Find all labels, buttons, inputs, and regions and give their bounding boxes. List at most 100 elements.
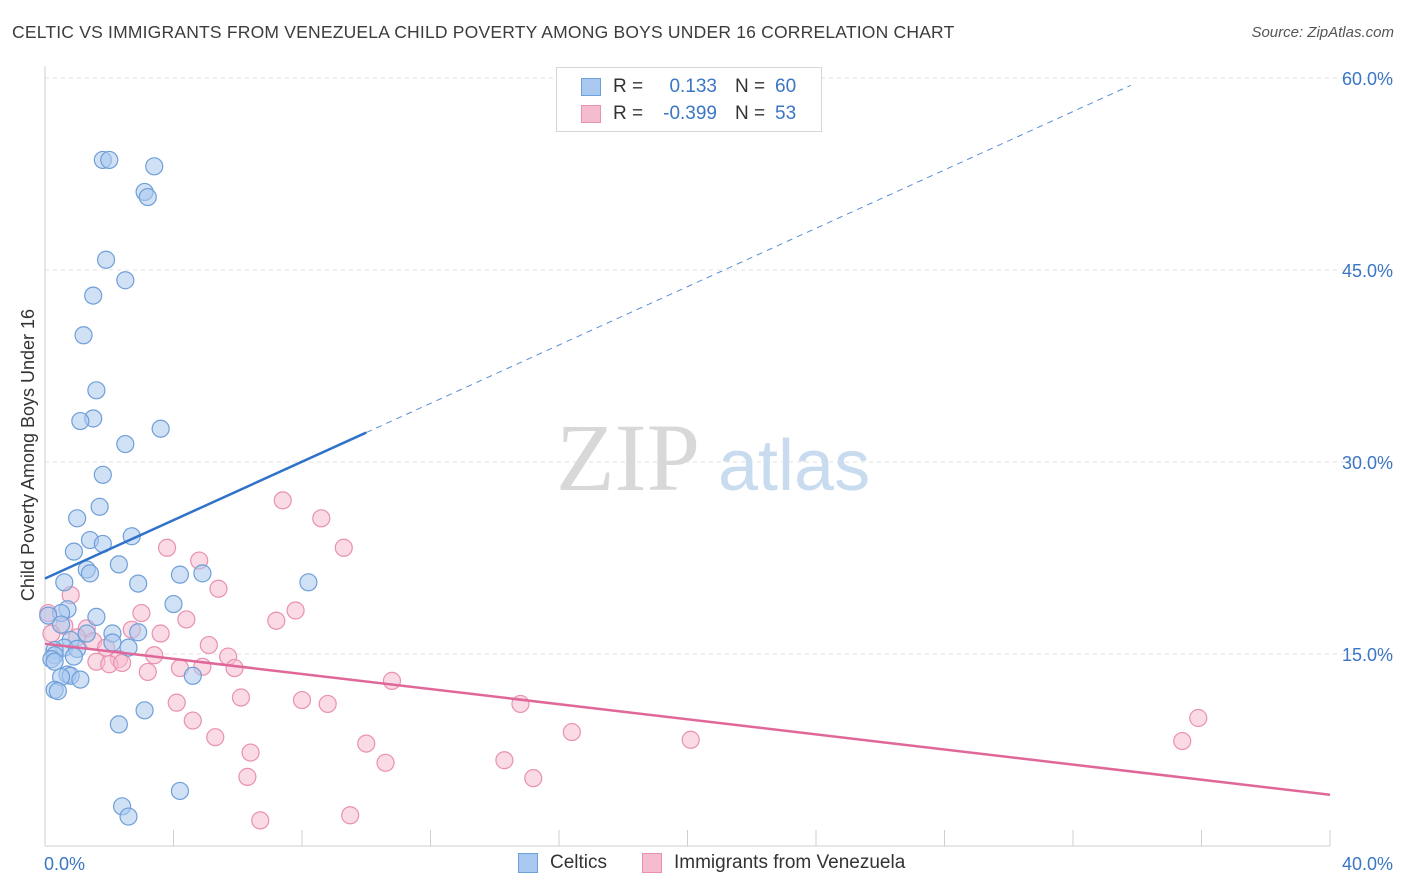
- venezuela-point: [1189, 708, 1208, 728]
- y-tick-label: 45.0%: [1342, 261, 1393, 281]
- celtics-point: [90, 497, 109, 516]
- venezuela-point: [209, 579, 228, 598]
- venezuela-point: [357, 734, 376, 753]
- celtics-point: [129, 574, 148, 593]
- venezuela-point: [138, 662, 157, 682]
- legend-row-venezuela: R = -0.399 N = 53: [581, 102, 796, 126]
- celtics-point: [48, 682, 67, 701]
- venezuela-point: [112, 653, 132, 673]
- celtics-point: [170, 565, 190, 584]
- legend-label-celtics: Celtics: [550, 852, 608, 873]
- venezuela-point: [495, 751, 514, 770]
- watermark: ZIP atlas: [556, 404, 870, 511]
- venezuela-point: [1173, 731, 1192, 751]
- venezuela-point: [562, 722, 581, 742]
- celtics-point: [119, 807, 138, 826]
- venezuela-point: [382, 671, 402, 690]
- celtics-point: [64, 542, 84, 561]
- venezuela-point: [286, 601, 305, 620]
- venezuela-point: [341, 806, 360, 825]
- axes: [44, 66, 1331, 847]
- venezuela-point: [292, 690, 312, 710]
- y-tick-label: 30.0%: [1342, 453, 1393, 473]
- venezuela-point: [241, 743, 260, 762]
- celtics-point: [116, 271, 135, 290]
- y-tick-label: 15.0%: [1342, 645, 1393, 665]
- n-value: 53: [775, 103, 797, 124]
- legend-item-venezuela[interactable]: Immigrants from Venezuela: [642, 852, 905, 874]
- celtics-point: [51, 615, 71, 634]
- venezuela-point: [151, 624, 170, 643]
- celtics-point: [87, 607, 106, 626]
- watermark-atlas: atlas: [718, 426, 870, 506]
- celtics-point: [45, 652, 64, 671]
- celtics-points: [39, 150, 318, 826]
- celtics-point: [74, 326, 93, 345]
- celtics-point: [84, 286, 103, 305]
- venezuela-point: [312, 509, 331, 528]
- n-label: N =: [735, 76, 766, 97]
- y-tick-label: 60.0%: [1342, 69, 1393, 89]
- venezuela-point: [251, 811, 270, 830]
- venezuela-point: [524, 769, 543, 788]
- celtics-point: [145, 157, 164, 176]
- venezuela-point: [183, 711, 202, 730]
- x-tick-label: 0.0%: [44, 854, 85, 874]
- r-label: R =: [613, 103, 644, 124]
- celtics-point: [55, 573, 74, 592]
- celtics-point: [64, 647, 84, 666]
- venezuela-points: [39, 491, 1208, 830]
- legend-item-celtics[interactable]: Celtics: [518, 852, 607, 874]
- celtics-point: [68, 509, 87, 528]
- correlation-legend: R = 0.133 N = 60 R = -0.399 N = 53: [556, 67, 822, 132]
- celtics-swatch: [518, 853, 538, 873]
- celtics-point: [87, 381, 106, 400]
- celtics-trend-line: [44, 431, 367, 580]
- source-credit: Source: ZipAtlas.com: [1251, 24, 1394, 41]
- venezuela-point: [177, 610, 196, 629]
- gridlines: [45, 77, 1395, 655]
- celtics-point: [193, 564, 212, 583]
- celtics-point: [170, 781, 190, 801]
- r-label: R =: [613, 76, 644, 97]
- celtics-point: [164, 594, 183, 614]
- series-legend: Celtics Immigrants from Venezuela: [0, 852, 1406, 876]
- venezuela-point: [334, 538, 353, 557]
- venezuela-point: [376, 753, 395, 772]
- celtics-point: [77, 624, 96, 643]
- celtics-point: [135, 701, 154, 720]
- celtics-swatch: [581, 78, 601, 96]
- celtics-point: [183, 666, 202, 685]
- celtics-point: [71, 670, 90, 689]
- trend-lines: [44, 84, 1331, 797]
- venezuela-point: [267, 611, 286, 630]
- venezuela-swatch: [581, 105, 601, 123]
- y-axis-label: Child Poverty Among Boys Under 16: [18, 309, 38, 601]
- venezuela-point: [318, 694, 337, 714]
- celtics-point: [71, 411, 90, 431]
- r-value: -0.399: [663, 103, 717, 124]
- watermark-zip: ZIP: [556, 404, 700, 511]
- celtics-point: [299, 573, 318, 592]
- celtics-point: [109, 555, 128, 574]
- celtics-point: [151, 419, 170, 438]
- venezuela-point: [231, 688, 251, 707]
- celtics-point: [116, 434, 135, 454]
- venezuela-point: [157, 538, 177, 557]
- venezuela-point: [225, 658, 244, 678]
- celtics-point: [109, 715, 128, 734]
- celtics-point: [129, 623, 148, 642]
- chart-title: CELTIC VS IMMIGRANTS FROM VENEZUELA CHIL…: [12, 22, 955, 42]
- venezuela-trend-line: [44, 642, 1331, 797]
- celtics-point: [100, 150, 119, 170]
- x-tick-label: 40.0%: [1342, 854, 1393, 874]
- tick-labels: 15.0% 30.0% 45.0% 60.0% 0.0% 40.0%: [44, 69, 1393, 874]
- n-label: N =: [735, 103, 766, 124]
- legend-row-celtics: R = 0.133 N = 60: [581, 75, 796, 99]
- venezuela-point: [199, 635, 218, 655]
- r-value: 0.133: [669, 76, 717, 97]
- venezuela-point: [167, 693, 186, 712]
- venezuela-point: [132, 603, 151, 623]
- venezuela-point: [238, 767, 257, 786]
